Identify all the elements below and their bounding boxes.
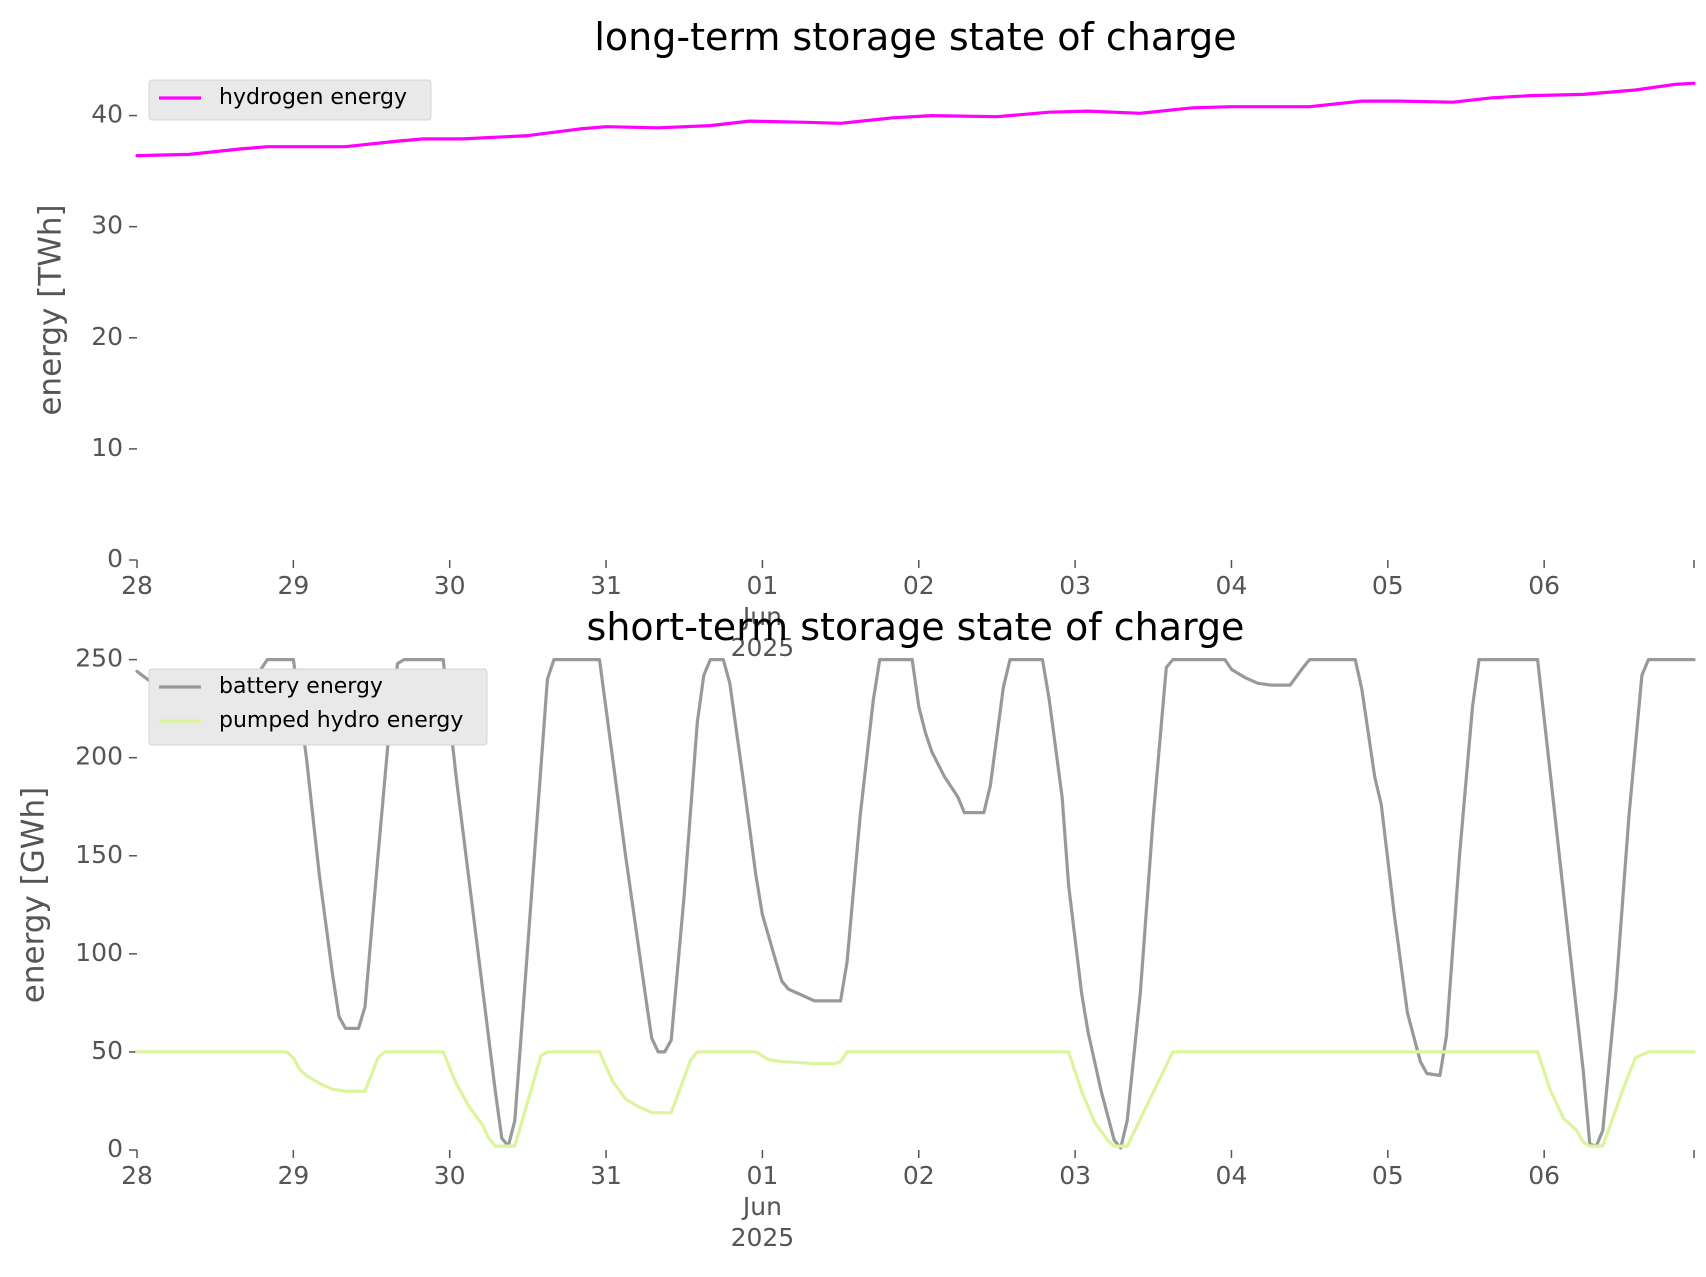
x-tick-label: 03 <box>1059 571 1091 600</box>
x-tick-label: 04 <box>1216 571 1248 600</box>
plot-lines <box>135 658 1696 1150</box>
y-tick-label: 30 <box>91 211 123 240</box>
x-tick-sublabel: Jun <box>741 1192 782 1221</box>
x-tick-sublabel: Jun <box>741 602 782 631</box>
x-tick-label: 02 <box>903 571 935 600</box>
x-tick-label: 28 <box>121 571 153 600</box>
y-tick-label: 50 <box>91 1036 123 1065</box>
x-tick-label: 01 <box>746 1161 778 1190</box>
legend-box <box>148 668 488 746</box>
x-tick-label: 31 <box>590 571 622 600</box>
legend: battery energy pumped hydro energy <box>148 668 488 746</box>
plot-lines <box>135 81 1696 158</box>
legend-label: hydrogen energy <box>219 85 407 110</box>
legend: hydrogen energy <box>148 79 432 121</box>
x-tick-label: 29 <box>277 1161 309 1190</box>
x-tick-label: 28 <box>121 1161 153 1190</box>
series-line-pumped-hydro-energy <box>135 1050 1696 1148</box>
legend-label: battery energy <box>219 674 383 699</box>
x-tick-label: 03 <box>1059 1161 1091 1190</box>
y-tick-label: 40 <box>91 100 123 129</box>
long-term-storage-panel: long-term storage state of charge energy… <box>33 15 1696 662</box>
x-tick-label: 04 <box>1216 1161 1248 1190</box>
y-axis: 0 10 20 30 40 <box>91 100 137 573</box>
series-line-battery-energy <box>135 658 1696 1150</box>
x-tick-label: 01 <box>746 571 778 600</box>
x-tick-label: 30 <box>434 571 466 600</box>
y-axis-label: energy [GWh] <box>16 787 52 1003</box>
legend-box <box>148 79 432 121</box>
y-tick-label: 0 <box>107 544 123 573</box>
x-tick-label: 06 <box>1528 1161 1560 1190</box>
x-tick-label: 30 <box>434 1161 466 1190</box>
chart-title: long-term storage state of charge <box>594 15 1236 59</box>
y-tick-label: 200 <box>75 742 123 771</box>
y-tick-label: 0 <box>107 1134 123 1163</box>
y-tick-label: 10 <box>91 433 123 462</box>
legend-label: pumped hydro energy <box>219 708 463 733</box>
x-tick-label: 31 <box>590 1161 622 1190</box>
y-tick-label: 250 <box>75 644 123 673</box>
x-tick-label: 06 <box>1528 571 1560 600</box>
x-tick-label: 29 <box>277 571 309 600</box>
y-tick-label: 20 <box>91 322 123 351</box>
x-tick-sublabel: 2025 <box>731 1223 795 1252</box>
y-tick-label: 100 <box>75 938 123 967</box>
short-term-storage-panel: short-term storage state of charge energ… <box>16 605 1696 1252</box>
y-axis-label: energy [TWh] <box>33 204 69 415</box>
series-line-hydrogen-energy <box>135 81 1696 158</box>
x-tick-label: 05 <box>1372 571 1404 600</box>
y-tick-label: 150 <box>75 840 123 869</box>
x-tick-sublabel: 2025 <box>731 633 795 662</box>
x-tick-label: 02 <box>903 1161 935 1190</box>
x-tick-label: 05 <box>1372 1161 1404 1190</box>
y-axis: 0 50 100 150 200 250 <box>75 644 137 1163</box>
chart-title: short-term storage state of charge <box>587 605 1245 649</box>
